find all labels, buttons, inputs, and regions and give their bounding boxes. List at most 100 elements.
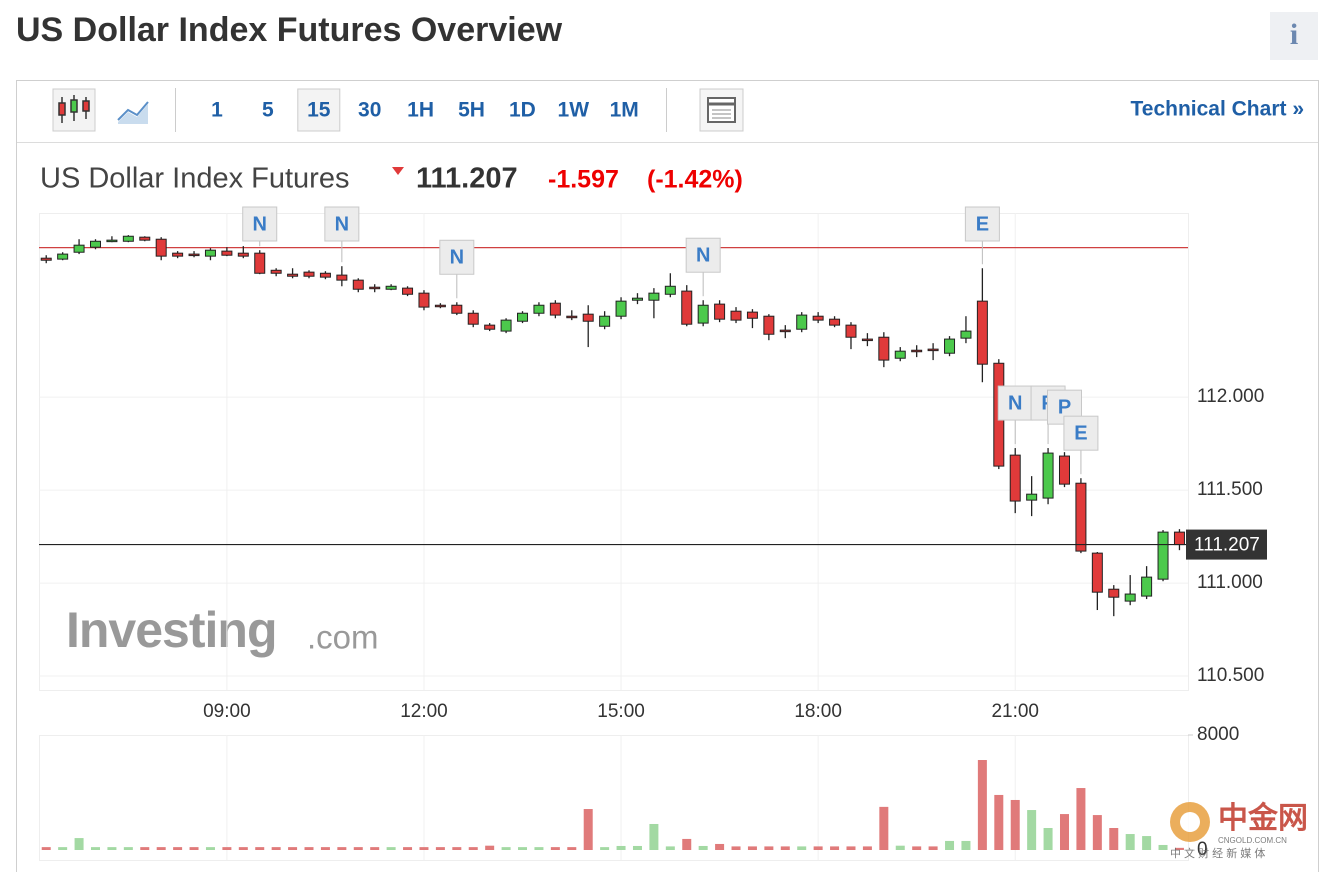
candle-body — [139, 236, 151, 241]
interval-button[interactable]: 5 — [262, 99, 274, 122]
interval-active[interactable] — [297, 88, 341, 132]
volume-bar — [1076, 788, 1086, 850]
price-change-percent: (-1.42%) — [647, 166, 743, 194]
volume-bar — [961, 840, 971, 850]
volume-area — [39, 735, 1189, 861]
volume-bar — [419, 847, 429, 850]
volume-bar — [1092, 815, 1102, 850]
last-price-tag — [1186, 529, 1267, 560]
event-flag[interactable] — [324, 206, 360, 242]
layout-button[interactable] — [699, 88, 744, 132]
watermark-brand: Investing — [66, 602, 276, 658]
event-flag[interactable] — [439, 239, 475, 275]
line-mode-button[interactable] — [112, 89, 154, 131]
interval-button[interactable]: 1W — [558, 99, 590, 122]
price-change: -1.597 — [548, 166, 619, 194]
volume-bar — [107, 847, 117, 850]
volume-bar — [222, 847, 232, 850]
volume-bar — [485, 845, 495, 850]
event-label[interactable]: N — [253, 213, 267, 235]
y-tick-label: 110.500 — [1197, 665, 1264, 686]
event-label[interactable]: N — [450, 247, 464, 269]
plot-area — [39, 213, 1189, 691]
volume-bar — [1010, 799, 1020, 850]
volume-bar — [583, 809, 593, 850]
candle-body — [122, 235, 134, 242]
candle-body — [779, 329, 791, 333]
volume-bar — [567, 847, 577, 850]
info-icon[interactable]: i — [1290, 18, 1298, 51]
volume-bar — [632, 845, 642, 850]
volume-bar — [90, 847, 100, 850]
volume-bar — [173, 847, 183, 850]
event-flag[interactable] — [997, 385, 1033, 421]
event-flag[interactable] — [964, 206, 1000, 242]
interval-button[interactable]: 1M — [610, 99, 639, 122]
candle-body — [681, 290, 693, 325]
candle-body — [172, 252, 184, 257]
volume-bar — [41, 847, 51, 850]
volume-tick-label: 0 — [1197, 839, 1208, 860]
x-tick-label: 21:00 — [991, 701, 1039, 722]
interval-button[interactable]: 1D — [509, 99, 536, 122]
volume-bar — [994, 794, 1004, 850]
volume-bar — [846, 846, 856, 850]
event-flag[interactable] — [685, 237, 721, 273]
volume-bar — [337, 847, 347, 850]
volume-bar — [977, 760, 987, 850]
interval-button[interactable]: 1 — [211, 99, 223, 122]
volume-bar — [518, 847, 528, 850]
event-label[interactable]: N — [335, 213, 349, 235]
event-flag[interactable] — [1063, 415, 1099, 451]
volume-bar — [780, 846, 790, 850]
candle-body — [221, 250, 233, 256]
volume-tick-label: 8000 — [1197, 724, 1239, 745]
volume-bar — [797, 846, 807, 850]
interval-button[interactable]: 1H — [407, 99, 434, 122]
candle-body — [533, 304, 545, 314]
event-label[interactable]: E — [1074, 422, 1087, 444]
candle-body — [1157, 531, 1169, 580]
last-price: 111.207 — [416, 163, 518, 195]
volume-bar — [320, 847, 330, 850]
candle-body — [40, 257, 52, 261]
candle-body — [402, 287, 414, 295]
candle-body — [763, 315, 775, 335]
candle-body — [631, 297, 643, 301]
volume-bar — [238, 847, 248, 850]
volume-bar — [156, 847, 166, 850]
candle-body — [188, 253, 200, 257]
interval-button[interactable]: 30 — [358, 99, 381, 122]
candle-body — [517, 312, 529, 322]
volume-bar — [928, 846, 938, 850]
candle-body — [467, 312, 479, 325]
event-label[interactable]: N — [696, 244, 710, 266]
volume-bar — [1109, 828, 1119, 850]
info-button[interactable] — [1270, 12, 1318, 60]
technical-chart-link[interactable]: Technical Chart » — [1131, 98, 1305, 121]
event-label[interactable]: P — [1058, 396, 1071, 418]
volume-bar — [895, 845, 905, 850]
interval-button[interactable]: 5H — [458, 99, 485, 122]
candle-body — [352, 279, 364, 290]
volume-bar — [715, 843, 725, 850]
candle-body — [599, 315, 611, 327]
candle-body — [976, 300, 988, 365]
volume-bar — [665, 846, 675, 850]
interval-button[interactable]: 15 — [307, 99, 331, 122]
volume-bar — [731, 846, 741, 850]
candle-body — [582, 313, 594, 322]
volume-bar — [1043, 828, 1053, 850]
y-tick-label: 112.000 — [1197, 386, 1264, 407]
corner-name: 中金网 — [1218, 801, 1308, 835]
candle-body — [451, 304, 463, 314]
candle-body — [270, 269, 282, 274]
candle-body — [878, 336, 890, 361]
event-label[interactable]: N — [1008, 392, 1022, 414]
event-flag[interactable] — [242, 206, 278, 242]
volume-bar — [74, 838, 84, 850]
volume-bar — [862, 846, 872, 850]
y-tick-label: 111.500 — [1197, 479, 1263, 500]
candle-body — [89, 240, 101, 248]
event-label[interactable]: E — [976, 213, 989, 235]
